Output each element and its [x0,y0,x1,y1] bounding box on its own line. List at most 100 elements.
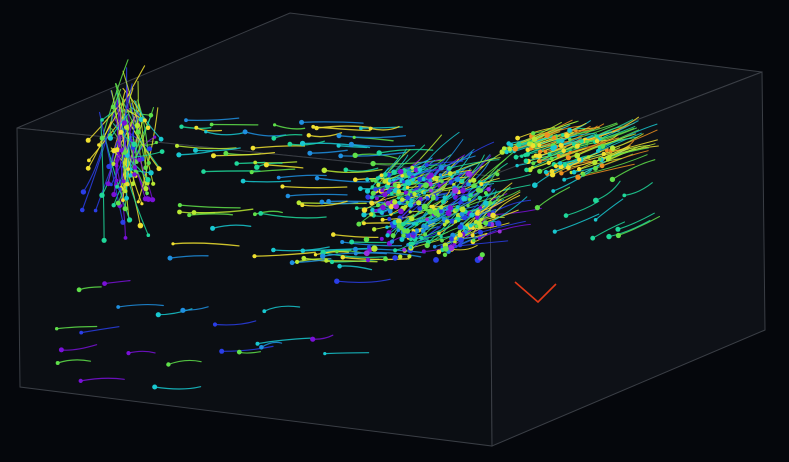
left-cluster-streamline-head [87,158,91,163]
flow-streamline-head [353,246,358,252]
flow-streamline [194,147,241,152]
left-cluster-streamline-head [80,207,85,213]
right-cluster-streamline-head [568,137,572,142]
right-cluster-streamline-head [525,147,531,153]
right-cluster-streamline-head [538,149,543,154]
flow-streamline-head [242,129,248,135]
flow-streamline-head [287,141,293,147]
flow-streamline [345,167,379,172]
center-cluster-streamline-head [440,199,446,204]
right-cluster-streamline [570,158,623,173]
flow-streamline-head [352,152,358,158]
center-cluster-particle [405,232,412,239]
flow-streamline-head [359,126,363,130]
right-cluster-streamline-head [509,143,514,147]
center-cluster-streamline-head [423,232,428,237]
left-cluster-streamline-head [115,184,120,189]
center-cluster-streamline-head [475,215,479,220]
center-cluster-streamline-head [490,212,496,219]
right-cluster-streamline [608,219,651,238]
center-cluster-streamline-head [424,242,430,249]
flow-streamline-head [254,164,260,170]
center-cluster-streamline [469,168,499,200]
flow-streamline-head [306,133,311,138]
center-cluster-streamline-head [442,195,447,200]
left-cluster-streamline [108,83,133,168]
center-cluster-particle [432,209,440,216]
sparse-streamline [324,352,370,355]
right-cluster-streamline-head [609,176,616,183]
center-cluster-streamline-head [382,192,388,198]
center-cluster-particle [483,191,488,195]
flow-streamline-head [187,213,192,218]
right-cluster-streamline [544,137,583,152]
right-cluster-streamline [536,186,571,209]
center-cluster-particle [460,188,466,194]
center-cluster-streamline-head [454,176,461,183]
left-cluster-streamline-head [118,129,124,135]
left-cluster-streamline-head [114,163,119,168]
flow-streamline-head [300,203,305,208]
flow-streamline-head [338,153,344,159]
right-cluster-streamline-head [507,146,512,152]
right-cluster-streamline-head [604,148,609,153]
flow-streamline-head [348,141,354,147]
center-cluster-particle [439,205,444,210]
center-cluster-particle [385,200,391,206]
flow-streamline [351,241,387,244]
center-cluster-streamline-head [373,187,378,192]
left-cluster-streamline-head [128,173,133,178]
right-cluster-streamline-head [574,129,578,133]
flow-streamline-head [240,178,246,184]
center-cluster-particle [440,179,444,184]
flow-streamline-head [349,239,355,245]
right-cluster-streamline [623,182,653,196]
center-cluster-streamline-head [479,182,484,186]
flow-streamline-head [314,125,319,131]
center-cluster-streamline [411,134,442,169]
sparse-streamline-head [255,341,260,346]
center-cluster-streamline-head [370,195,374,200]
flow-streamline [172,242,240,247]
flow-streamline-head [194,125,199,130]
left-cluster-streamline-head [134,122,141,129]
center-cluster-streamline-head [411,221,416,226]
flow-streamline [300,121,364,124]
center-cluster-streamline-head [409,190,413,194]
center-cluster-particle [430,195,436,201]
center-cluster-streamline-head [409,215,415,222]
center-cluster-streamline-head [470,233,475,238]
center-cluster-particle [442,252,448,257]
right-cluster-streamline-head [592,165,598,171]
center-cluster-streamline-head [405,195,410,201]
sparse-streamline-head [155,312,161,318]
center-cluster-streamline-head [468,193,473,198]
center-cluster-streamline-head [487,200,493,206]
right-cluster-streamline-head [543,169,549,175]
right-cluster-streamline [582,154,648,175]
right-cluster-streamline-head [606,154,612,160]
center-cluster-particle [495,172,500,177]
left-cluster-streamline-head [142,118,147,123]
right-cluster-streamline [611,159,656,180]
left-cluster-streamline-head [151,181,156,186]
flow-streamline-head [321,167,328,174]
right-cluster-streamline-head [516,141,522,148]
center-cluster-streamline [479,223,531,239]
center-cluster-streamline-head [392,183,398,188]
center-cluster-streamline-head [477,229,484,235]
right-cluster-streamline-head [549,156,554,161]
left-cluster-streamline-head [120,219,126,225]
flow-streamline [278,174,327,179]
left-cluster-streamline-head [111,203,116,208]
center-cluster-particle [387,217,392,221]
center-cluster-streamline-head [436,249,442,255]
left-cluster-streamline [130,124,160,170]
left-cluster-streamline-head [158,136,164,142]
right-cluster-streamline [567,141,606,159]
right-cluster-streamline-head [537,159,542,164]
flow-streamline [265,164,304,169]
flow-streamline-head [271,135,277,141]
